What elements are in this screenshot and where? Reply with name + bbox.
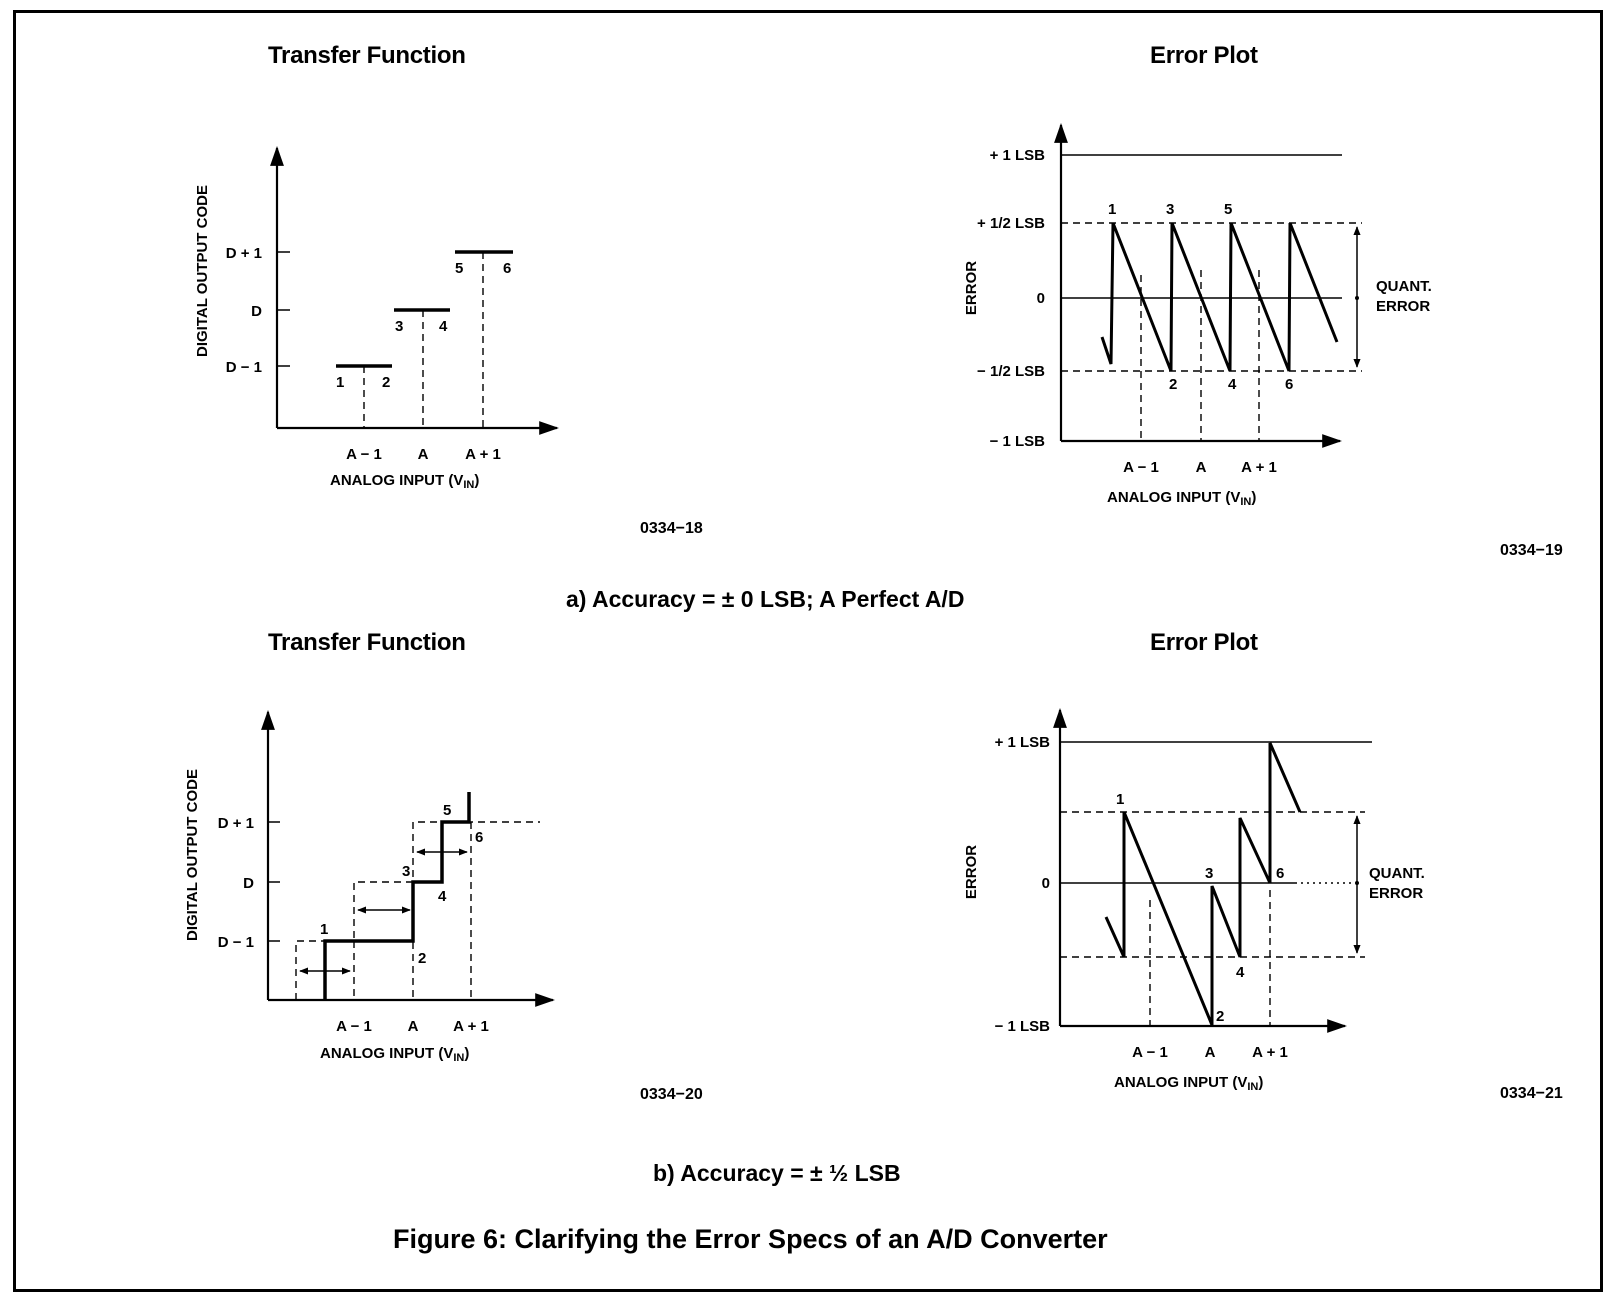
point-label: 1 — [1116, 791, 1124, 808]
point-label: 6 — [475, 829, 483, 846]
point-label: 5 — [1224, 201, 1232, 218]
y-tick-label: D — [251, 303, 262, 320]
y-tick-label: − 1/2 LSB — [977, 363, 1045, 380]
ideal-staircase — [295, 821, 540, 1000]
x-axis-label: ANALOG INPUT (VIN) — [1114, 1074, 1263, 1093]
x-tick-label: A — [1205, 1044, 1216, 1061]
y-tick-label: D + 1 — [218, 815, 254, 832]
panel-a-error-title: Error Plot — [1150, 42, 1258, 69]
point-label: 4 — [439, 318, 448, 335]
x-axis-label: ANALOG INPUT (VIN) — [330, 472, 479, 491]
y-axis-label: DIGITAL OUTPUT CODE — [184, 769, 201, 941]
panel-a-transfer-figure-code: 0334−18 — [640, 520, 703, 537]
error-sawtooth — [1104, 742, 1302, 1026]
x-tick-label: A + 1 — [1241, 459, 1277, 476]
panel-a-error-plot: ERROR + 1 LSB + 1/2 LSB 0 − 1/2 LSB − 1 … — [963, 123, 1432, 508]
y-tick-label: 0 — [1042, 875, 1050, 892]
panel-a-transfer-plot: DIGITAL OUTPUT CODE D + 1 D D − 1 A − 1 … — [194, 146, 559, 491]
y-tick-label: D − 1 — [218, 934, 254, 951]
quant-error-label: QUANT. — [1369, 865, 1425, 882]
panel-b-transfer-figure-code: 0334−20 — [640, 1086, 703, 1103]
quant-error-dot — [1355, 296, 1359, 300]
point-label: 3 — [1166, 201, 1174, 218]
y-axis-label: ERROR — [963, 845, 980, 899]
x-tick-label: A — [418, 446, 429, 463]
x-tick-label: A − 1 — [1123, 459, 1159, 476]
panel-b-error-plot: ERROR + 1 LSB 0 − 1 LSB A − 1 A A + 1 AN… — [963, 708, 1425, 1093]
point-label: 5 — [455, 260, 463, 277]
point-label: 3 — [395, 318, 403, 335]
panel-b-caption: b) Accuracy = ± ½ LSB — [653, 1160, 901, 1186]
x-tick-label: A − 1 — [336, 1018, 372, 1035]
point-label: 6 — [1285, 376, 1293, 393]
y-tick-label: D — [243, 875, 254, 892]
x-tick-label: A + 1 — [465, 446, 501, 463]
panel-a-transfer-title: Transfer Function — [268, 42, 466, 69]
quant-error-label: ERROR — [1369, 885, 1423, 902]
x-tick-label: A + 1 — [453, 1018, 489, 1035]
panel-a-caption: a) Accuracy = ± 0 LSB; A Perfect A/D — [566, 586, 965, 612]
x-tick-label: A — [1196, 459, 1207, 476]
y-tick-label: D − 1 — [226, 359, 262, 376]
y-tick-label: + 1 LSB — [990, 147, 1046, 164]
y-tick-label: + 1/2 LSB — [977, 215, 1045, 232]
y-tick-label: − 1 LSB — [995, 1018, 1051, 1035]
panel-b-transfer-plot: DIGITAL OUTPUT CODE D + 1 D D − 1 A − 1 … — [184, 710, 555, 1064]
x-tick-label: A — [408, 1018, 419, 1035]
y-tick-label: + 1 LSB — [995, 734, 1051, 751]
x-axis-label: ANALOG INPUT (VIN) — [320, 1045, 469, 1064]
y-tick-label: 0 — [1037, 290, 1045, 307]
point-label: 6 — [503, 260, 511, 277]
point-label: 4 — [1228, 376, 1237, 393]
point-label: 1 — [1108, 201, 1116, 218]
point-label: 5 — [443, 802, 451, 819]
quant-error-label: QUANT. — [1376, 278, 1432, 295]
point-label: 6 — [1276, 865, 1284, 882]
point-label: 1 — [336, 374, 344, 391]
panel-a-error-figure-code: 0334−19 — [1500, 542, 1563, 559]
figure-frame — [13, 10, 1603, 1292]
panel-b-error-figure-code: 0334−21 — [1500, 1085, 1563, 1102]
panel-b-error-title: Error Plot — [1150, 629, 1258, 656]
error-sawtooth — [1100, 222, 1339, 372]
point-label: 4 — [438, 888, 447, 905]
point-label: 3 — [1205, 865, 1213, 882]
point-label: 2 — [1169, 376, 1177, 393]
point-label: 3 — [402, 863, 410, 880]
x-axis-label: ANALOG INPUT (VIN) — [1107, 489, 1256, 508]
point-label: 2 — [1216, 1008, 1224, 1025]
y-tick-label: D + 1 — [226, 245, 262, 262]
quant-error-dot — [1355, 881, 1359, 885]
panel-b-transfer-title: Transfer Function — [268, 629, 466, 656]
figure-caption: Figure 6: Clarifying the Error Specs of … — [393, 1224, 1108, 1254]
y-axis-label: ERROR — [963, 261, 980, 315]
point-label: 2 — [418, 950, 426, 967]
y-tick-label: − 1 LSB — [990, 433, 1046, 450]
point-label: 4 — [1236, 964, 1245, 981]
point-label: 1 — [320, 921, 328, 938]
quant-error-label: ERROR — [1376, 298, 1430, 315]
point-label: 2 — [382, 374, 390, 391]
y-axis-label: DIGITAL OUTPUT CODE — [194, 185, 211, 357]
x-tick-label: A + 1 — [1252, 1044, 1288, 1061]
x-tick-label: A − 1 — [1132, 1044, 1168, 1061]
x-tick-label: A − 1 — [346, 446, 382, 463]
actual-staircase — [323, 792, 471, 1000]
